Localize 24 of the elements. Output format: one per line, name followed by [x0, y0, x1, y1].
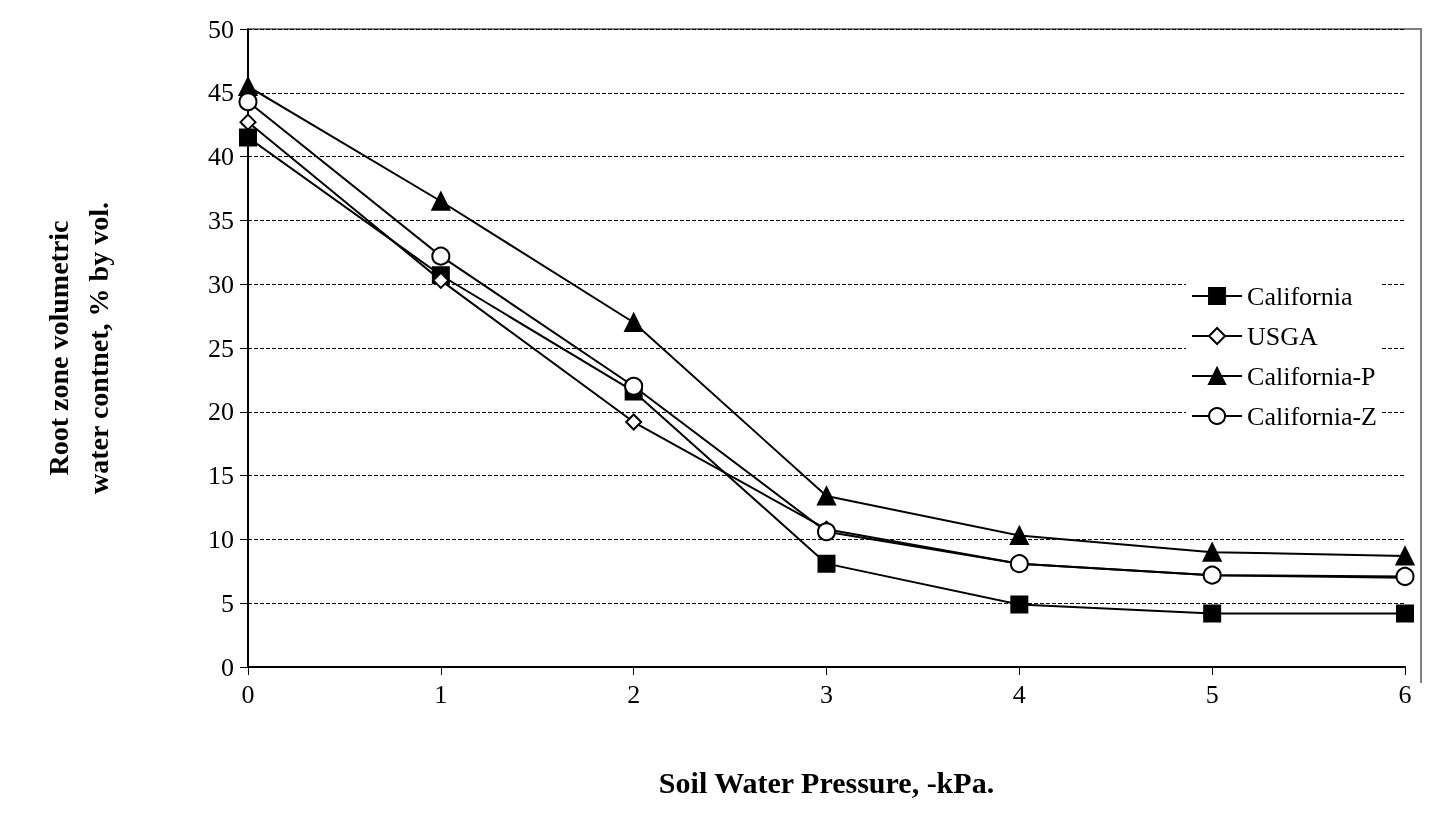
x-tick-label: 5 [1205, 679, 1219, 709]
x-tick-label: 6 [1398, 679, 1412, 709]
y-tick-label: 35 [208, 205, 234, 235]
y-tick-label: 45 [208, 78, 234, 108]
x-tick-label: 1 [434, 679, 448, 709]
y-tick-label: 15 [208, 461, 234, 491]
legend-label: California-Z [1247, 401, 1377, 431]
y-tick-label: 40 [208, 142, 234, 172]
x-tick-label: 3 [820, 679, 833, 709]
x-tick-label: 0 [241, 679, 255, 709]
y-tick-label: 30 [208, 269, 234, 299]
legend-label: USGA [1247, 321, 1319, 351]
y-tick-label: 25 [208, 333, 234, 363]
x-tick-label: 2 [627, 679, 641, 709]
legend-label: California-P [1247, 361, 1376, 391]
x-tick-label: 4 [1012, 679, 1026, 709]
legend-label: California [1247, 281, 1353, 311]
y-tick-label: 5 [221, 588, 234, 618]
y-tick-label: 20 [208, 397, 234, 427]
y-axis-title: Root zone volumetric water contnet, % by vol. [42, 202, 114, 494]
y-tick-label: 50 [208, 14, 234, 44]
y-tick-label: 10 [208, 524, 234, 554]
x-axis-title: Soil Water Pressure, -kPa. [658, 765, 995, 799]
y-tick-label: 0 [221, 652, 234, 682]
